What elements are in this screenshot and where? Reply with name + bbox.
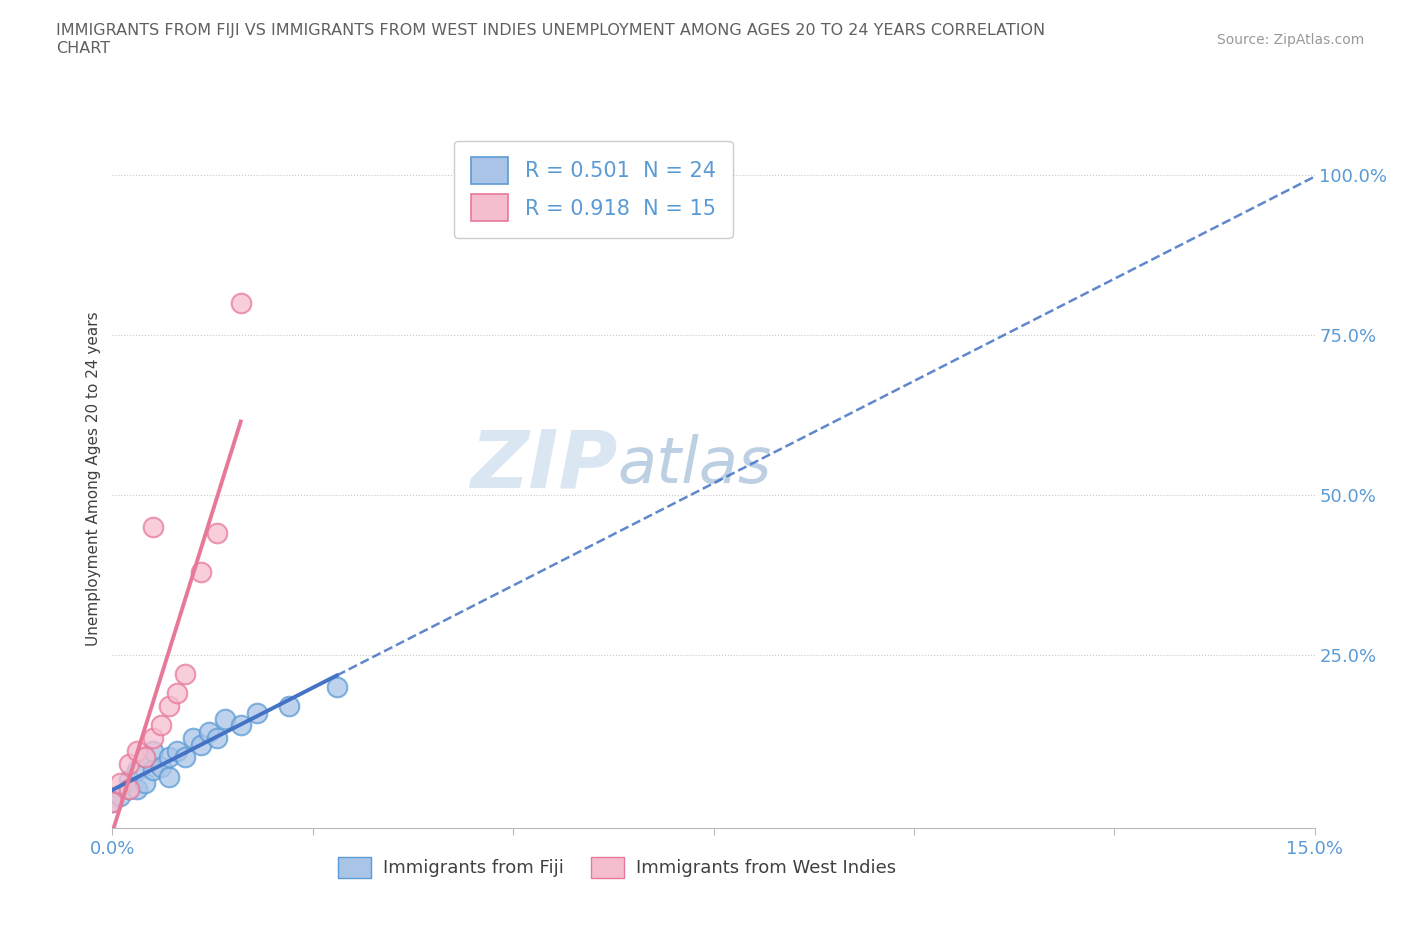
Point bbox=[125, 763, 148, 777]
Point bbox=[157, 698, 180, 713]
Point bbox=[277, 698, 299, 713]
Point bbox=[190, 565, 212, 579]
Point bbox=[149, 718, 172, 733]
Point bbox=[117, 756, 139, 771]
Point bbox=[110, 789, 132, 804]
Point bbox=[173, 750, 195, 764]
Point bbox=[125, 743, 148, 758]
Point bbox=[134, 750, 156, 764]
Text: ZIP: ZIP bbox=[470, 426, 617, 504]
Point bbox=[197, 724, 219, 739]
Point bbox=[141, 731, 163, 746]
Point bbox=[326, 680, 349, 695]
Text: IMMIGRANTS FROM FIJI VS IMMIGRANTS FROM WEST INDIES UNEMPLOYMENT AMONG AGES 20 T: IMMIGRANTS FROM FIJI VS IMMIGRANTS FROM … bbox=[56, 23, 1046, 56]
Y-axis label: Unemployment Among Ages 20 to 24 years: Unemployment Among Ages 20 to 24 years bbox=[86, 312, 101, 646]
Point bbox=[117, 782, 139, 797]
Point bbox=[205, 731, 228, 746]
Point bbox=[101, 794, 124, 809]
Point bbox=[181, 731, 204, 746]
Text: Source: ZipAtlas.com: Source: ZipAtlas.com bbox=[1216, 33, 1364, 46]
Point bbox=[190, 737, 212, 752]
Point bbox=[101, 794, 124, 809]
Point bbox=[134, 776, 156, 790]
Point bbox=[141, 743, 163, 758]
Point bbox=[134, 750, 156, 764]
Point bbox=[166, 743, 188, 758]
Point bbox=[117, 772, 139, 787]
Point bbox=[157, 750, 180, 764]
Legend: Immigrants from Fiji, Immigrants from West Indies: Immigrants from Fiji, Immigrants from We… bbox=[330, 850, 904, 885]
Point bbox=[205, 525, 228, 540]
Point bbox=[125, 782, 148, 797]
Point bbox=[141, 763, 163, 777]
Point bbox=[166, 686, 188, 701]
Point bbox=[214, 711, 236, 726]
Point bbox=[141, 520, 163, 535]
Text: atlas: atlas bbox=[617, 434, 772, 496]
Point bbox=[173, 667, 195, 682]
Point bbox=[149, 760, 172, 775]
Point bbox=[229, 296, 252, 311]
Point bbox=[117, 782, 139, 797]
Point bbox=[246, 705, 269, 720]
Point bbox=[110, 776, 132, 790]
Point bbox=[157, 769, 180, 784]
Point bbox=[229, 718, 252, 733]
